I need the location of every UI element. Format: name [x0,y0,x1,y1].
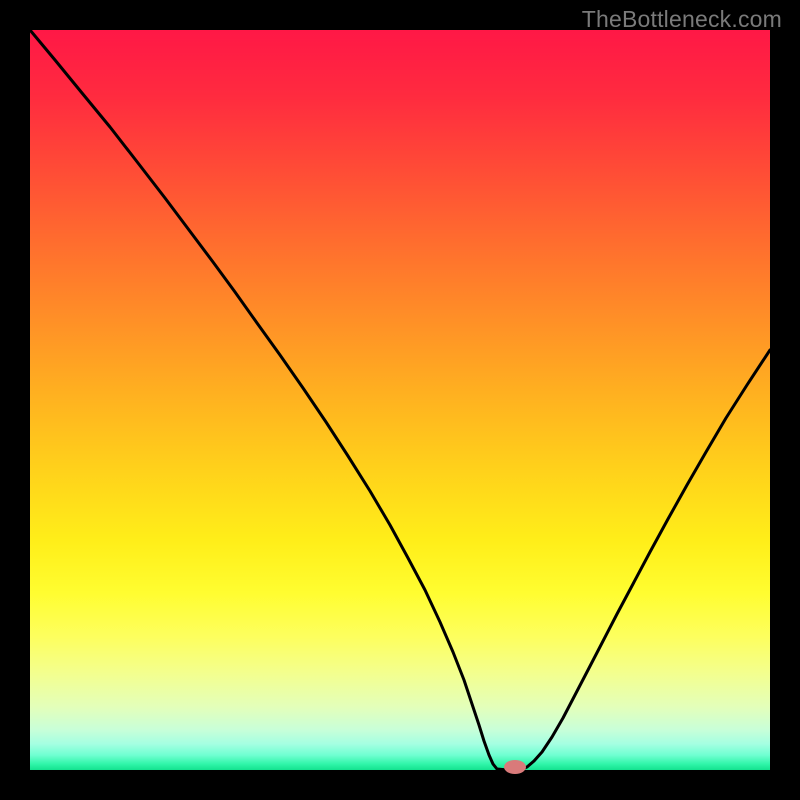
bottleneck-chart: TheBottleneck.com [0,0,800,800]
plot-background [30,30,770,770]
chart-svg [0,0,800,800]
optimum-marker [504,760,526,774]
watermark-text: TheBottleneck.com [582,6,782,33]
